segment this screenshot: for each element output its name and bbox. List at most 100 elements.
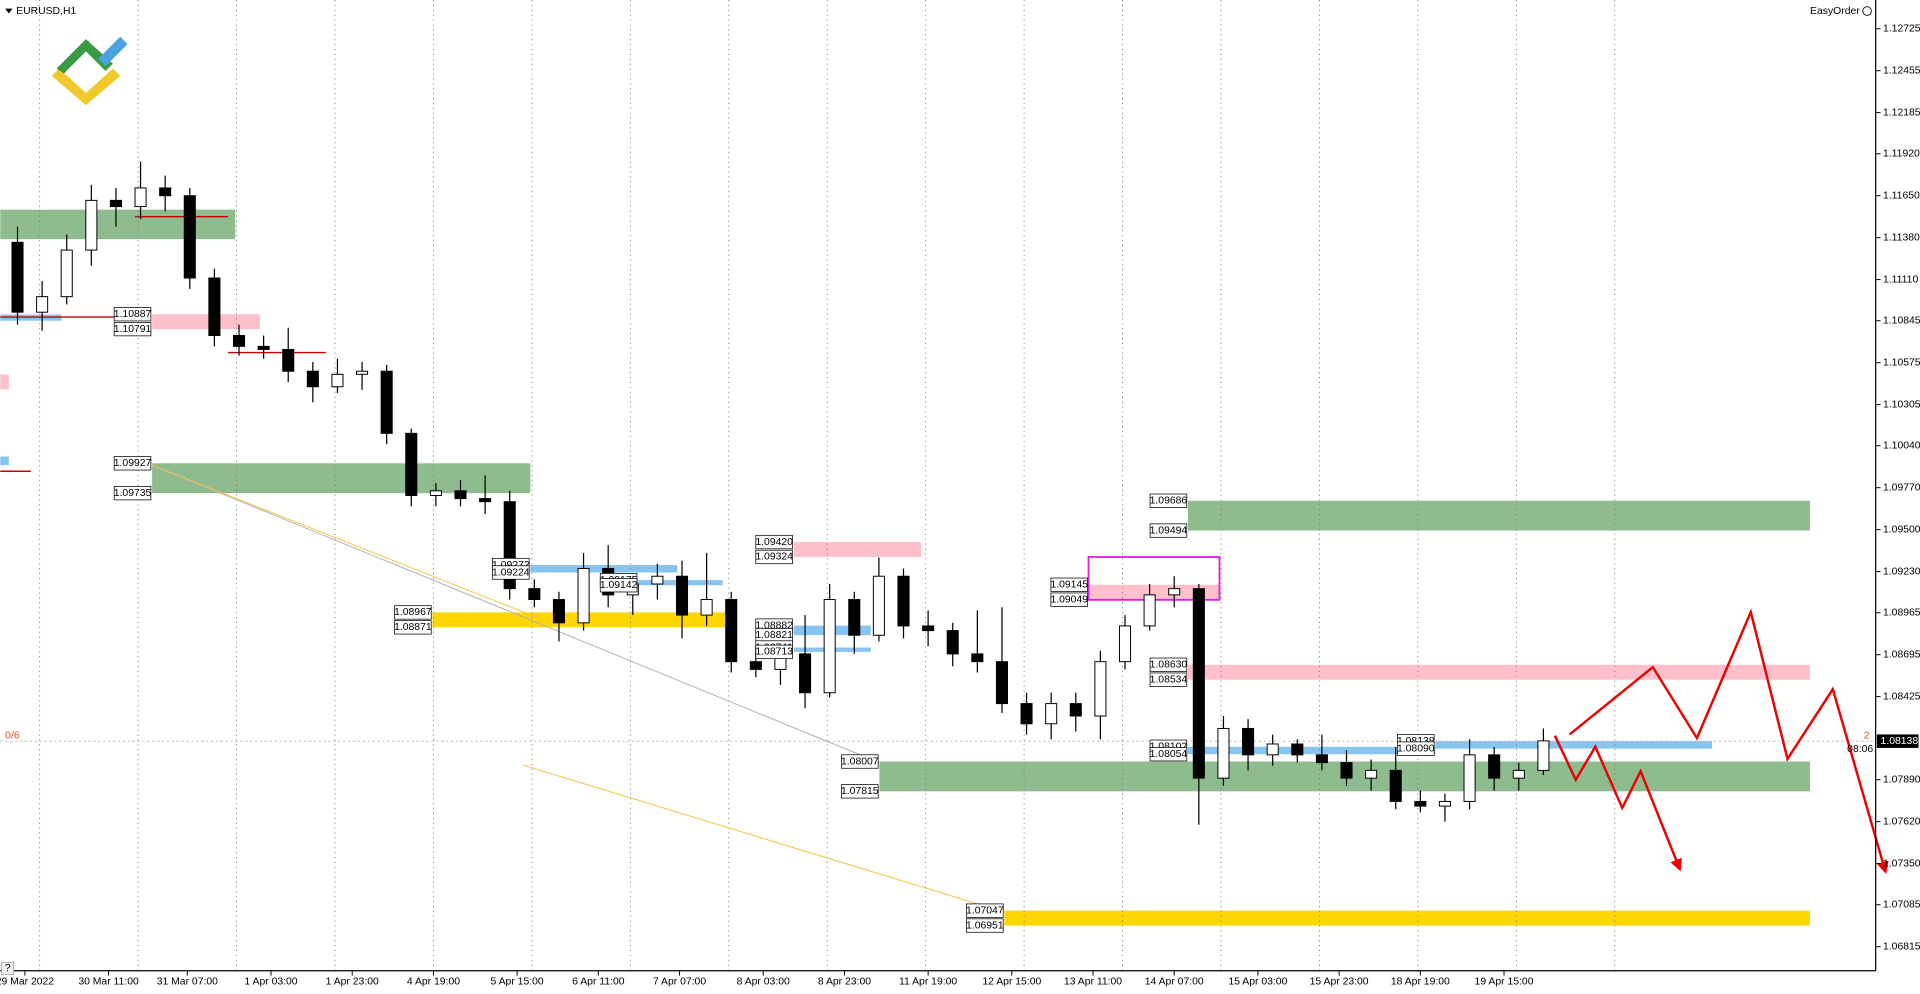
zone-label-box — [1149, 747, 1188, 762]
candle-body — [1118, 625, 1132, 663]
candle-body — [85, 199, 98, 251]
candle-body — [946, 630, 959, 655]
zone-label: 1.10887 — [114, 309, 152, 320]
zone-label: 1.08054 — [1150, 749, 1188, 760]
candle-body — [552, 599, 565, 624]
zone-label: 1.09145 — [1050, 580, 1088, 591]
zone-label: 1.06951 — [966, 920, 1004, 931]
candle-body — [1488, 754, 1501, 779]
candle-body — [159, 187, 172, 197]
zone — [0, 209, 236, 240]
x-tick-label: 6 Apr 11:00 — [572, 977, 625, 988]
candle-body — [1463, 754, 1476, 802]
y-tick-label: 1.07620 — [1883, 816, 1920, 827]
candle-body — [282, 348, 295, 372]
candle-body — [60, 249, 73, 298]
x-tick-label: 19 Apr 15:00 — [1475, 977, 1534, 988]
candle-body — [1242, 727, 1255, 756]
zone-fragment — [0, 374, 9, 390]
zone — [1435, 741, 1712, 749]
candle-body — [380, 370, 393, 434]
chart-title: EURUSD,H1 — [16, 6, 76, 17]
zone-label-box — [1149, 493, 1188, 508]
zone-label-box — [113, 486, 152, 501]
zone-label: 1.08090 — [1397, 743, 1435, 754]
candle-body — [651, 575, 664, 585]
menu-icon[interactable] — [5, 8, 13, 14]
labels: 1.10887 1.10791 1.09927 1.09735 1.08967 1.088… — [113, 307, 1435, 933]
zones — [0, 209, 1810, 926]
help-text[interactable]: ? — [5, 963, 11, 974]
zone-label: 1.09142 — [600, 580, 638, 591]
timer: 08:06 — [1847, 744, 1873, 755]
zone-label: 1.08871 — [394, 622, 432, 633]
x-tick-label: 30 Mar 11:00 — [78, 977, 139, 988]
candle-body — [1365, 769, 1378, 779]
candle-body — [429, 490, 442, 496]
candle-body — [872, 575, 885, 636]
x-tick-label: 31 Mar 07:00 — [157, 977, 218, 988]
panel-label[interactable]: EasyOrder — [1810, 6, 1860, 17]
zone-label: 1.08138 — [1397, 736, 1435, 747]
x-tick-label: 1 Apr 23:00 — [326, 977, 379, 988]
forecast-arrow — [1553, 735, 1682, 872]
zone-label-box — [492, 565, 530, 580]
x-tick-label: 5 Apr 15:00 — [491, 977, 544, 988]
x-tick-label: 7 Apr 07:00 — [653, 977, 706, 988]
zone-label: 1.09927 — [114, 458, 152, 469]
x-tick-label: 1 Apr 03:00 — [244, 977, 297, 988]
candle-body — [232, 334, 246, 347]
x-tick-label: 15 Apr 03:00 — [1228, 977, 1287, 988]
candle-body — [208, 277, 221, 336]
y-tick-label: 1.08695 — [1883, 649, 1920, 660]
y-tick-label: 1.07890 — [1883, 774, 1920, 785]
candle-body — [749, 661, 762, 670]
zone-label: 1.09272 — [492, 560, 530, 571]
candle-body — [675, 575, 689, 616]
candle-body — [528, 588, 541, 601]
x-tick-label: 12 Apr 15:00 — [982, 977, 1041, 988]
zone-label: 1.09494 — [1150, 525, 1188, 536]
candle-body — [1291, 743, 1304, 756]
zone-label-box — [1149, 672, 1188, 687]
x-tick-label: 14 Apr 07:00 — [1145, 977, 1204, 988]
help-button[interactable] — [1, 961, 15, 975]
zone — [1004, 910, 1810, 926]
y-tick-label: 1.11380 — [1883, 232, 1920, 243]
y-tick-label: 1.08965 — [1883, 607, 1920, 618]
zone-label-box — [755, 644, 793, 659]
y-tick-label: 1.10040 — [1883, 441, 1920, 452]
trend-line — [151, 464, 540, 619]
candle-body — [995, 661, 1008, 705]
y-tick-label: 1.07350 — [1883, 858, 1920, 869]
zone-label-box — [755, 549, 793, 565]
zone-label: 1.09324 — [755, 552, 793, 563]
candle-body — [306, 370, 319, 388]
candle-body — [897, 575, 910, 627]
zone-label-box — [841, 784, 879, 799]
zone-label-box — [1149, 657, 1188, 672]
zone-label: 1.08882 — [755, 620, 793, 631]
zone — [1188, 746, 1436, 755]
candle-body — [503, 501, 516, 590]
x-tick-label: 29 Mar 2022 — [0, 977, 54, 988]
forecast-arrow — [1568, 608, 1889, 874]
candle-body — [1389, 769, 1402, 802]
y-tick-label: 1.06815 — [1883, 941, 1920, 952]
zone-label-box — [1050, 577, 1088, 592]
x-tick-label: 8 Apr 23:00 — [818, 977, 871, 988]
zone — [152, 314, 260, 330]
zone-label: 1.08007 — [841, 756, 879, 767]
candle-body — [1414, 800, 1427, 807]
y-tick-label: 1.10575 — [1883, 357, 1920, 368]
zone — [152, 463, 531, 494]
bid-label: 1.08138 — [1881, 736, 1919, 747]
x-tick-label: 8 Apr 03:00 — [737, 977, 790, 988]
y-tick-label: 1.08425 — [1883, 691, 1920, 702]
candle-body — [1020, 703, 1033, 725]
x-tick-label: 11 Apr 19:00 — [899, 977, 957, 988]
candle-body — [922, 625, 935, 632]
x-tick-label: 18 Apr 19:00 — [1391, 977, 1450, 988]
zone-label-box — [394, 620, 432, 635]
